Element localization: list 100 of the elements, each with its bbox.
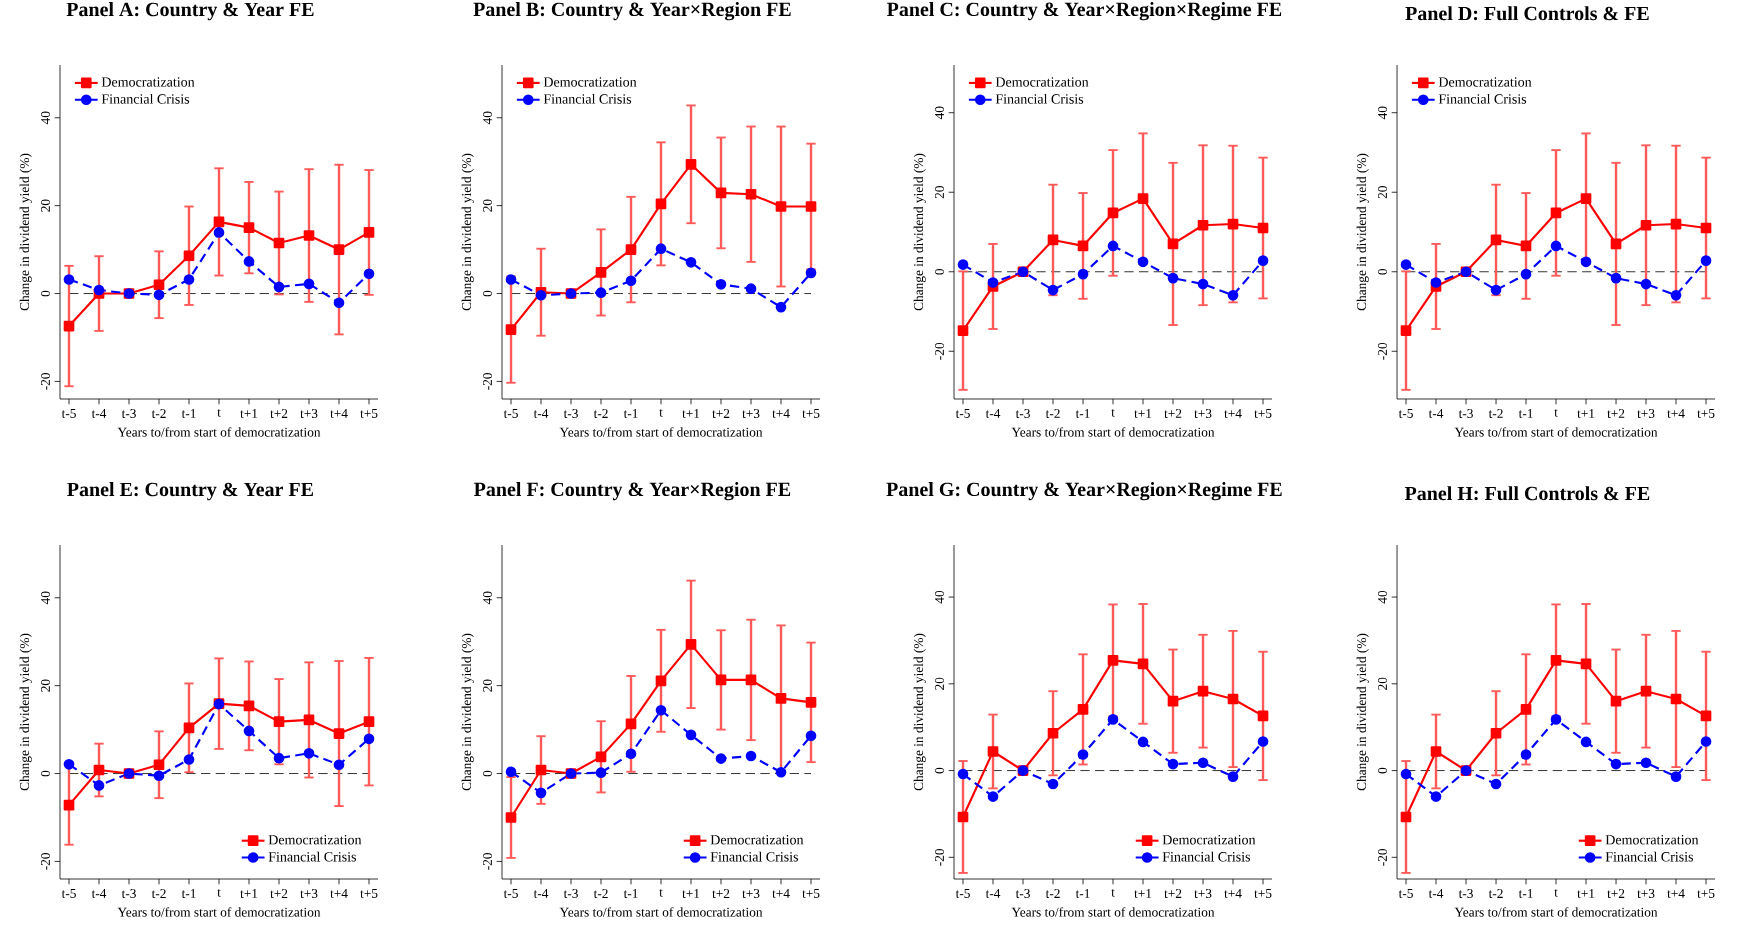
x-tick-label: t+1 <box>240 889 258 898</box>
x-tick-label: t+3 <box>742 409 760 418</box>
y-tick-label: 20 <box>482 679 492 692</box>
x-tick-label: t+1 <box>240 409 258 418</box>
x-tick-label: t-1 <box>1518 889 1533 898</box>
y-axis-title: Change in dividend yield (%) <box>913 153 926 311</box>
x-tick-label: t-1 <box>1075 889 1090 898</box>
x-tick-label: t+1 <box>1577 889 1595 898</box>
x-tick-label: t+5 <box>802 409 820 418</box>
x-tick-label: t+1 <box>1577 409 1595 418</box>
x-tick-label: t+3 <box>1194 409 1212 418</box>
legend-label: Democratization <box>995 77 1089 87</box>
x-tick-label: t-3 <box>563 409 578 418</box>
y-tick-label: 20 <box>1377 677 1387 690</box>
x-tick-label: t-1 <box>623 409 638 418</box>
x-tick-label: t-4 <box>985 409 1001 418</box>
x-axis-title: Years to/from start of democratization <box>1454 427 1658 437</box>
legend-label: Democratization <box>1605 835 1699 845</box>
x-tick-label: t+3 <box>1637 409 1655 418</box>
legend-label: Financial Crisis <box>710 851 799 862</box>
x-tick-label: t-5 <box>1398 889 1413 898</box>
chart-title: Panel B: Country & Year×Region FE <box>473 2 791 21</box>
x-tick-label: t-5 <box>503 409 518 418</box>
x-tick-label: t+3 <box>300 409 318 418</box>
chart-title: Panel D: Full Controls & FE <box>1405 6 1649 21</box>
y-axis-title: Change in dividend yield (%) <box>1356 153 1369 311</box>
x-axis-title: Years to/from start of democratization <box>117 427 321 437</box>
x-tick-label: t+2 <box>712 889 730 899</box>
chart-title: Panel E: Country & Year FE <box>67 482 313 501</box>
y-axis-title: Change in dividend yield (%) <box>461 153 474 311</box>
y-tick-label: 0 <box>1377 268 1387 275</box>
legend-label: Democratization <box>710 835 804 845</box>
y-axis-title: Change in dividend yield (%) <box>19 153 32 311</box>
x-tick-label: t+4 <box>330 889 348 898</box>
x-tick-label: t+2 <box>1607 409 1625 418</box>
y-axis-title: Change in dividend yield (%) <box>461 633 474 791</box>
x-tick-label: t+3 <box>1637 889 1655 898</box>
x-tick-label: t-5 <box>61 889 76 898</box>
x-tick-label: t+2 <box>712 409 730 418</box>
x-tick-label: t+1 <box>1134 409 1152 418</box>
y-tick-label: 0 <box>1377 767 1387 774</box>
y-tick-label: 0 <box>482 770 492 777</box>
y-tick-label: 40 <box>482 111 492 125</box>
chart-title: Panel G: Country & Year×Region×Regime FE <box>886 482 1282 501</box>
y-tick-label: 20 <box>1377 186 1387 199</box>
x-tick-label: t-4 <box>533 889 549 898</box>
y-tick-label: 40 <box>934 590 944 604</box>
x-tick-label: t <box>1111 889 1115 897</box>
x-tick-label: t-2 <box>1488 409 1503 418</box>
x-axis-title: Years to/from start of democratization <box>1011 427 1215 437</box>
x-tick-label: t-1 <box>181 409 196 418</box>
legend-label: Financial Crisis <box>995 93 1084 104</box>
x-tick-label: t <box>217 409 221 417</box>
x-tick-label: t+2 <box>1607 889 1625 898</box>
x-axis-title: Years to/from start of democratization <box>117 907 321 917</box>
y-tick-label: -20 <box>482 853 492 870</box>
x-tick-label: t-1 <box>1075 409 1090 418</box>
x-axis-title: Years to/from start of democratization <box>1011 907 1215 917</box>
x-tick-label: t+4 <box>1224 409 1242 418</box>
x-tick-label: t <box>1554 889 1558 897</box>
y-tick-label: 20 <box>40 679 50 692</box>
x-tick-label: t-2 <box>593 889 608 899</box>
y-tick-label: -20 <box>40 853 50 870</box>
x-tick-label: t-2 <box>151 409 166 418</box>
legend-label: Financial Crisis <box>1605 851 1694 862</box>
x-tick-label: t+3 <box>742 889 760 899</box>
x-tick-label: t+5 <box>360 409 378 418</box>
x-tick-label: t+2 <box>270 889 288 899</box>
legend-label: Democratization <box>268 835 362 845</box>
x-tick-label: t+1 <box>682 889 700 898</box>
y-tick-label: 20 <box>40 199 50 212</box>
x-tick-label: t+3 <box>300 889 318 899</box>
x-tick-label: t+4 <box>1224 889 1242 898</box>
x-tick-label: t-4 <box>91 889 107 898</box>
y-tick-label: 0 <box>40 770 50 777</box>
x-tick-label: t+1 <box>682 409 700 418</box>
x-tick-label: t-2 <box>151 889 166 899</box>
y-tick-label: 40 <box>934 106 944 120</box>
y-tick-label: -20 <box>934 342 944 360</box>
x-tick-label: t-2 <box>1045 889 1060 898</box>
x-tick-label: t-5 <box>955 889 970 898</box>
x-tick-label: t <box>1554 409 1558 417</box>
x-tick-label: t+4 <box>772 889 790 898</box>
y-tick-label: 40 <box>40 111 50 125</box>
x-tick-label: t+2 <box>270 409 288 418</box>
x-axis-title: Years to/from start of democratization <box>559 427 763 437</box>
x-tick-label: t-2 <box>1488 889 1503 898</box>
x-tick-label: t-3 <box>121 889 136 899</box>
legend-label: Democratization <box>101 77 195 87</box>
x-tick-label: t-4 <box>1428 889 1444 898</box>
x-tick-label: t+2 <box>1164 889 1182 898</box>
y-tick-label: -20 <box>934 848 944 866</box>
chart-title: Panel F: Country & Year×Region FE <box>473 482 791 501</box>
y-tick-label: 0 <box>934 767 944 774</box>
y-axis-title: Change in dividend yield (%) <box>1356 633 1369 791</box>
x-tick-label: t+4 <box>330 409 348 418</box>
x-tick-label: t <box>217 889 221 897</box>
x-tick-label: t-2 <box>593 409 608 418</box>
y-tick-label: 0 <box>40 290 50 297</box>
x-tick-label: t-3 <box>121 409 136 418</box>
